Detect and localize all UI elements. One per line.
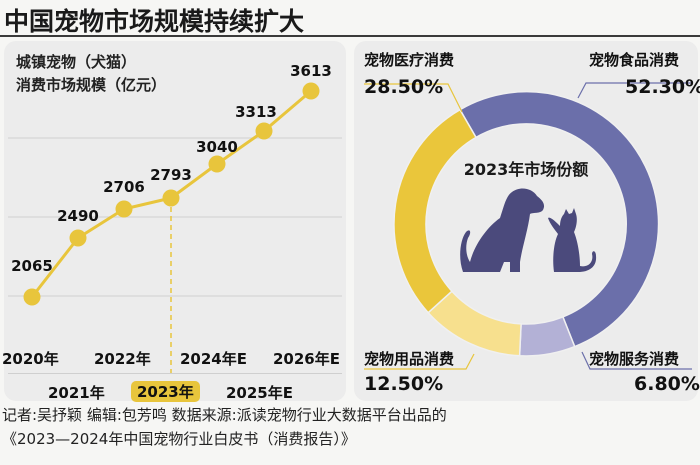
- x-label-2026: 2026年E: [273, 350, 340, 368]
- y-axis-title: 城镇宠物（犬猫） 消费市场规模（亿元）: [16, 53, 167, 94]
- x-label-2025: 2025年E: [226, 384, 293, 402]
- credits-line: 记者:吴抒颖 编辑:包芳鸣 数据来源:派读宠物行业大数据平台出品的: [2, 406, 447, 424]
- point-label-2022: 2706: [103, 178, 145, 196]
- leader-supplies: [364, 353, 475, 370]
- leader-medical: [364, 83, 463, 113]
- x-label-2023-highlighted: 2023年: [131, 381, 200, 402]
- x-label-2022: 2022年: [94, 350, 151, 368]
- label-food: 宠物食品消费: [589, 51, 680, 69]
- label-supplies: 宠物用品消费: [364, 350, 455, 368]
- point-label-2023: 2793: [150, 166, 192, 184]
- x-label-2024: 2024年E: [180, 350, 247, 368]
- cat-icon: [548, 208, 597, 272]
- data-points: [23, 82, 320, 306]
- x-label-2020: 2020年: [2, 350, 59, 368]
- dog-and-cat-icon: [460, 188, 597, 272]
- label-service: 宠物服务消费: [589, 350, 680, 368]
- source-line: 《2023—2024年中国宠物行业白皮书（消费报告）》: [2, 430, 356, 448]
- x-label-2021: 2021年: [48, 384, 105, 402]
- label-medical: 宠物医疗消费: [364, 51, 455, 69]
- leader-service: [581, 351, 692, 370]
- dog-icon: [460, 188, 545, 272]
- point-label-2026: 3613: [290, 62, 332, 80]
- leader-food: [577, 82, 692, 99]
- market-size-panel: [4, 41, 346, 401]
- value-food: 52.30%: [625, 76, 700, 98]
- point-label-2021: 2490: [57, 207, 99, 225]
- value-supplies: 12.50%: [364, 373, 444, 395]
- point-label-2025: 3313: [235, 103, 277, 121]
- segment-medical: [393, 108, 478, 314]
- point-label-2024: 3040: [196, 138, 238, 156]
- x-axis-separator: [8, 373, 342, 374]
- donut-center-title: 2023年市场份额: [463, 160, 589, 179]
- segment-food: [458, 90, 660, 348]
- value-service: 6.80%: [634, 373, 700, 395]
- point-label-2020: 2065: [11, 257, 53, 275]
- title-divider: [0, 35, 700, 37]
- value-medical: 28.50%: [364, 76, 444, 98]
- gridlines: [8, 137, 342, 297]
- page-title: 中国宠物市场规模持续扩大: [4, 7, 305, 36]
